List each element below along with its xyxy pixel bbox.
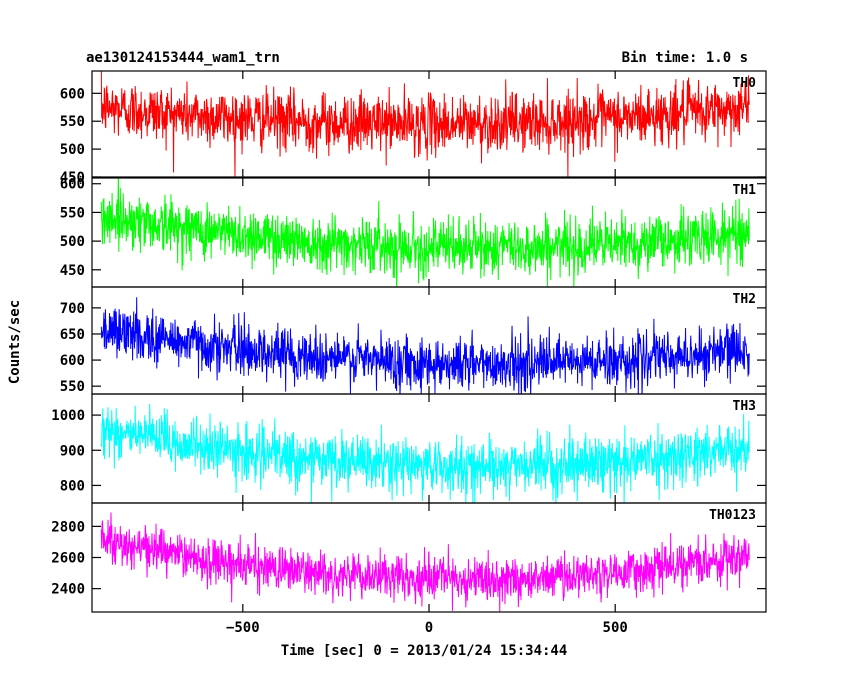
y-tick-label: 550 bbox=[60, 205, 85, 221]
panel-label: TH2 bbox=[733, 292, 756, 307]
y-tick-label: 500 bbox=[60, 142, 85, 158]
y-tick-label: 2800 bbox=[51, 519, 85, 535]
y-tick-label: 700 bbox=[60, 301, 85, 317]
panel-label: TH0123 bbox=[709, 508, 756, 523]
y-axis-label: Counts/sec bbox=[7, 300, 23, 384]
plot-title: ae130124153444_wam1_trn bbox=[86, 50, 280, 66]
y-tick-label: 600 bbox=[60, 86, 85, 102]
panel-label: TH0 bbox=[733, 76, 757, 91]
series-th1-line bbox=[100, 178, 750, 287]
panels: 450 500 550 600 TH0 450 500 550 600 TH1 550 600 650 7… bbox=[51, 70, 767, 613]
y-tick-label: 2400 bbox=[51, 582, 85, 598]
y-tick-label: 900 bbox=[60, 443, 85, 459]
panel-th3: 800 900 1000 TH3 bbox=[51, 393, 767, 504]
y-tick-label: 2600 bbox=[51, 551, 85, 567]
y-tick-label: 450 bbox=[60, 170, 85, 186]
y-tick-label: 800 bbox=[60, 478, 85, 494]
series-th2-line bbox=[100, 297, 750, 394]
y-tick-label: 550 bbox=[60, 114, 85, 130]
y-tick-label: 1000 bbox=[51, 408, 85, 424]
x-tick-label: 500 bbox=[603, 620, 628, 636]
panel-frame bbox=[91, 70, 767, 178]
panel-label: TH3 bbox=[733, 399, 756, 414]
x-tick-label: −500 bbox=[226, 620, 260, 636]
panel-th0123: 2400 2600 2800 TH0123 bbox=[51, 502, 767, 613]
y-tick-label: 600 bbox=[60, 353, 85, 369]
panel-label: TH1 bbox=[733, 183, 757, 198]
panel-th0: 450 500 550 600 TH0 bbox=[60, 70, 767, 186]
x-axis: −500 0 500 bbox=[226, 620, 628, 636]
panel-th1: 450 500 550 600 TH1 bbox=[60, 177, 767, 288]
y-tick-label: 500 bbox=[60, 234, 85, 250]
y-tick-label: 600 bbox=[60, 177, 85, 193]
y-tick-label: 450 bbox=[60, 263, 85, 279]
series-th3-line bbox=[100, 404, 750, 503]
series-th0123-line bbox=[100, 512, 750, 612]
y-tick-label: 650 bbox=[60, 327, 85, 343]
bin-time-label: Bin time: 1.0 s bbox=[622, 50, 748, 66]
series-th0-line bbox=[100, 71, 750, 177]
y-tick-label: 550 bbox=[60, 379, 85, 395]
x-axis-label: Time [sec] 0 = 2013/01/24 15:34:44 bbox=[281, 643, 568, 659]
panel-th2: 550 600 650 700 TH2 bbox=[60, 286, 767, 395]
x-tick-label: 0 bbox=[425, 620, 433, 636]
